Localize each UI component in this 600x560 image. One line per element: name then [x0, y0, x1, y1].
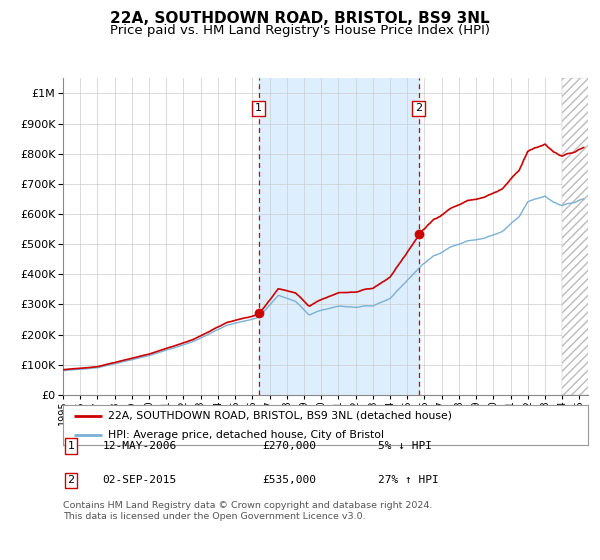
- Bar: [562, 78, 596, 395]
- Text: 22A, SOUTHDOWN ROAD, BRISTOL, BS9 3NL (detached house): 22A, SOUTHDOWN ROAD, BRISTOL, BS9 3NL (d…: [107, 411, 452, 421]
- Text: £270,000: £270,000: [263, 441, 317, 451]
- Text: 22A, SOUTHDOWN ROAD, BRISTOL, BS9 3NL: 22A, SOUTHDOWN ROAD, BRISTOL, BS9 3NL: [110, 11, 490, 26]
- Text: Contains HM Land Registry data © Crown copyright and database right 2024.
This d: Contains HM Land Registry data © Crown c…: [63, 501, 433, 521]
- Text: 27% ↑ HPI: 27% ↑ HPI: [378, 475, 439, 486]
- Text: HPI: Average price, detached house, City of Bristol: HPI: Average price, detached house, City…: [107, 430, 383, 440]
- Text: 2: 2: [67, 475, 74, 486]
- Bar: [259, 78, 419, 395]
- Text: £535,000: £535,000: [263, 475, 317, 486]
- Text: 2: 2: [415, 104, 422, 114]
- Text: 12-MAY-2006: 12-MAY-2006: [103, 441, 176, 451]
- Text: Price paid vs. HM Land Registry's House Price Index (HPI): Price paid vs. HM Land Registry's House …: [110, 24, 490, 36]
- Text: 1: 1: [255, 104, 262, 114]
- Text: 02-SEP-2015: 02-SEP-2015: [103, 475, 176, 486]
- Text: 5% ↓ HPI: 5% ↓ HPI: [378, 441, 432, 451]
- Text: 1: 1: [67, 441, 74, 451]
